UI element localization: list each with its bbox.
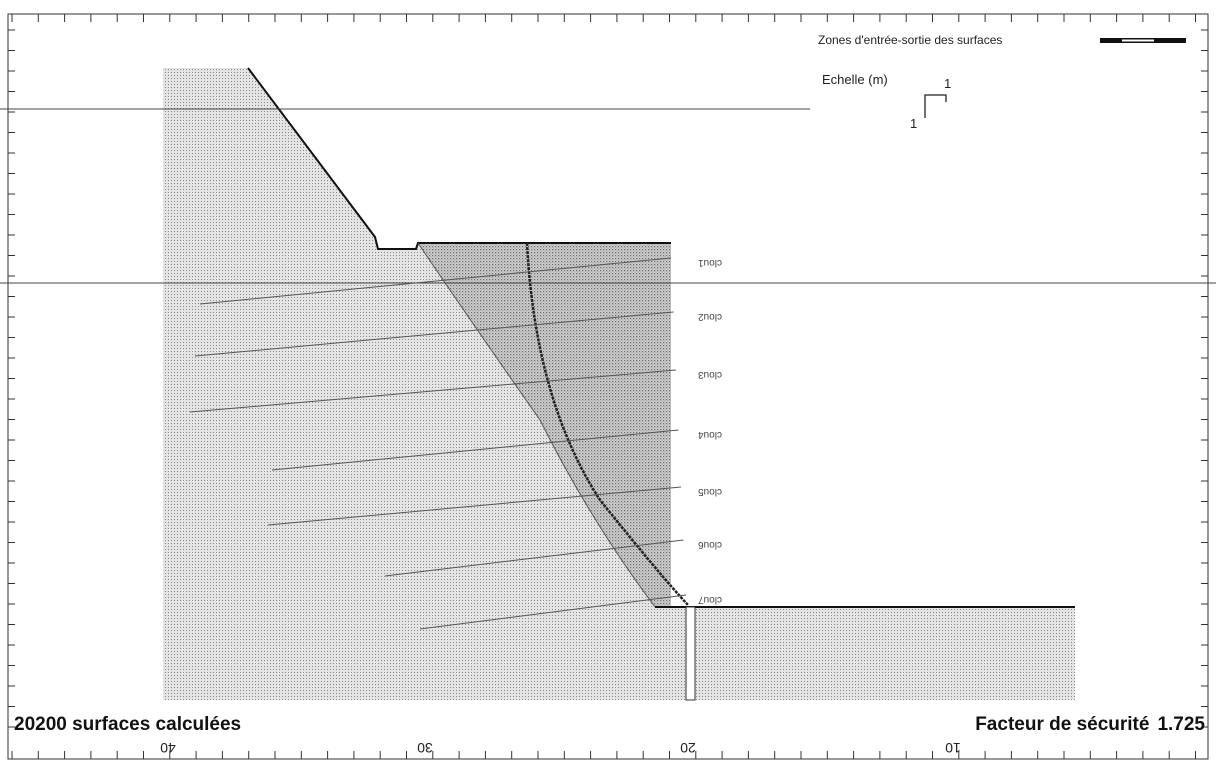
axis-label: 20 bbox=[680, 740, 696, 756]
nail-label: clou6 bbox=[698, 539, 722, 550]
scale-title: Echelle (m) bbox=[822, 72, 888, 87]
safety-factor-label: Facteur de sécurité bbox=[975, 714, 1149, 735]
nail-label: clou4 bbox=[698, 429, 722, 440]
nail-label: clou1 bbox=[698, 257, 722, 268]
axis-label: 40 bbox=[160, 740, 176, 756]
scale-x-label: 1 bbox=[944, 76, 951, 91]
safety-factor-value: 1.725 bbox=[1157, 714, 1205, 735]
page: {"legend": {"label": "Zones d'entrée-sor… bbox=[0, 0, 1216, 765]
axis-label: 30 bbox=[417, 740, 433, 756]
diagram: clou1 clou2 clou3 clou4 clou5 clou6 clou7 Zone… bbox=[0, 0, 1216, 765]
nail-label: clou5 bbox=[698, 486, 722, 497]
safety-factor: Facteur de sécurité 1.725 bbox=[975, 714, 1205, 735]
nail-label: clou2 bbox=[698, 311, 722, 322]
nail-label: clou3 bbox=[698, 369, 722, 380]
scale-y-label: 1 bbox=[910, 116, 917, 131]
legend-symbol bbox=[1122, 40, 1154, 42]
surfaces-count: 20200 surfaces calculées bbox=[14, 714, 241, 735]
legend-label: Zones d'entrée-sortie des surfaces bbox=[818, 33, 1002, 47]
drain bbox=[686, 607, 695, 700]
nail-label: clou7 bbox=[698, 594, 722, 605]
axis-label: 10 bbox=[945, 740, 961, 756]
